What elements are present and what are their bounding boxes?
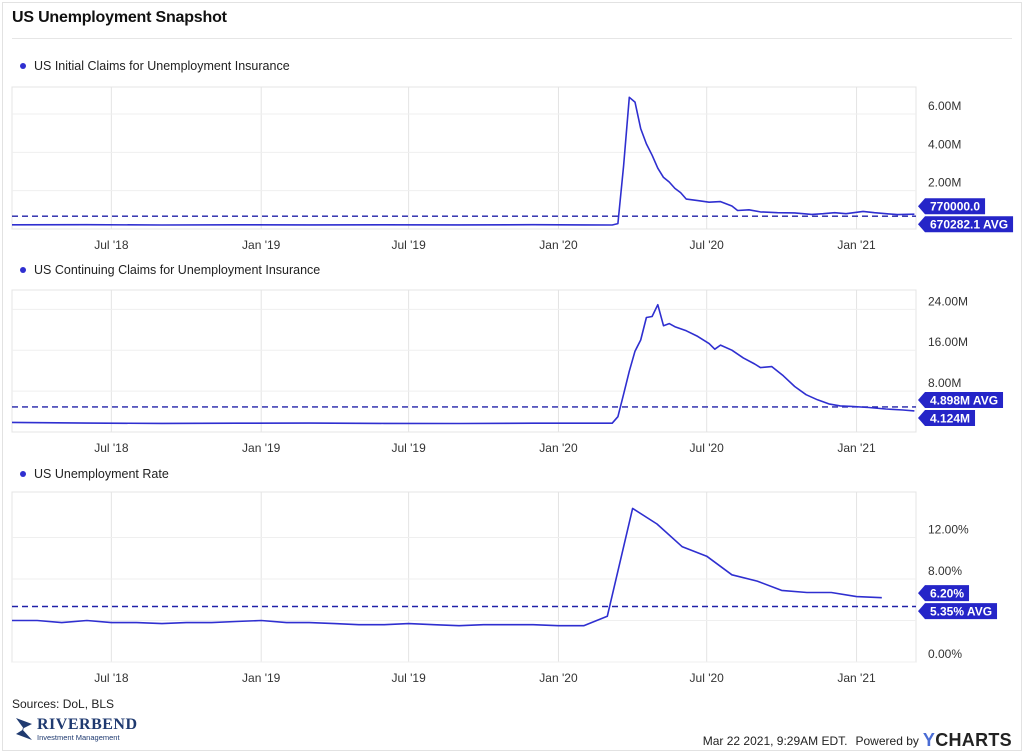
timestamp: Mar 22 2021, 9:29AM EDT. (702, 733, 848, 748)
legend-label: US Unemployment Rate (34, 467, 169, 481)
series-line (11, 96, 915, 226)
x-tick-label: Jan '19 (242, 238, 281, 252)
badge-label: 770000.0 (930, 200, 980, 214)
plot-area (11, 86, 917, 230)
y-tick-label: 6.00M (928, 99, 961, 113)
footer: Mar 22 2021, 9:29AM EDT. Powered by YCHA… (703, 730, 1012, 751)
badge-background (918, 198, 986, 215)
badge-background (918, 216, 1014, 233)
y-tick-label: 16.00M (928, 335, 968, 349)
badge-label: 4.124M (930, 411, 970, 425)
x-tick-label: Jul '19 (391, 671, 426, 685)
powered-by-label: Powered by (855, 733, 919, 748)
x-tick-label: Jul '18 (94, 671, 129, 685)
page-title: US Unemployment Snapshot (12, 9, 227, 26)
y-tick-label: 4.00M (928, 137, 961, 151)
y-tick-label: 8.00% (928, 564, 962, 578)
sources-note: Sources: DoL, BLS (12, 697, 115, 711)
legend-continuing-claims: US Continuing Claims for Unemployment In… (20, 263, 320, 277)
ycharts-logo[interactable]: YCHARTS (922, 730, 1012, 750)
legend-unemployment-rate: US Unemployment Rate (20, 467, 169, 481)
riverbend-mark-icon (16, 718, 32, 740)
series-dot-icon (20, 471, 26, 477)
series-dot-icon (20, 63, 26, 69)
riverbend-logo: RIVERBEND Investment Management (14, 716, 138, 742)
plot-area (11, 289, 917, 433)
unemployment-rate-chart: Jul '18 Jan '19 Jul '19 Jan '20 Jul '20 Jan '… (11, 491, 998, 685)
badge-background (918, 391, 1004, 408)
title-divider (12, 38, 1012, 39)
badge-label: 5.35% AVG (930, 605, 992, 619)
x-tick-label: Jan '19 (242, 441, 281, 455)
average-value-badge: 670282.1 AVG (918, 216, 1014, 233)
legend-initial-claims: US Initial Claims for Unemployment Insur… (20, 59, 290, 73)
initial-claims-chart: Jul '18 Jan '19 Jul '19 Jan '20 Jul '20 Jan '… (11, 86, 1014, 252)
series-line (12, 507, 882, 627)
badge-background (918, 585, 970, 602)
badge-label: 6.20% (930, 587, 964, 601)
x-tick-label: Jul '19 (391, 441, 426, 455)
x-tick-label: Jan '20 (539, 671, 578, 685)
y-tick-label: 12.00% (928, 523, 969, 537)
average-value-badge: 5.35% AVG (918, 603, 998, 620)
badge-background (918, 409, 976, 426)
y-tick-label: 8.00M (928, 376, 961, 390)
average-value-badge: 4.898M AVG (918, 391, 1004, 408)
x-tick-label: Jul '19 (391, 238, 426, 252)
x-tick-label: Jan '19 (242, 671, 281, 685)
logo-subtitle: Investment Management (37, 732, 120, 742)
latest-value-badge: 770000.0 (918, 198, 986, 215)
series-line (11, 303, 915, 425)
x-tick-label: Jul '20 (690, 441, 725, 455)
x-tick-label: Jan '21 (837, 441, 876, 455)
badge-background (918, 603, 998, 620)
logo-name: RIVERBEND (37, 715, 138, 733)
continuing-claims-chart: Jul '18 Jan '19 Jul '19 Jan '20 Jul '20 Jan '… (11, 289, 1004, 455)
y-tick-label: 24.00M (928, 294, 968, 308)
x-tick-label: Jul '18 (94, 441, 129, 455)
series-dot-icon (20, 267, 26, 273)
latest-value-badge: 6.20% (918, 585, 970, 602)
legend-label: US Initial Claims for Unemployment Insur… (34, 59, 290, 73)
x-tick-label: Jan '20 (539, 441, 578, 455)
x-tick-label: Jan '21 (837, 671, 876, 685)
x-tick-label: Jul '20 (690, 671, 725, 685)
y-tick-label: 0.00% (928, 647, 962, 661)
latest-value-badge: 4.124M (918, 409, 976, 426)
x-tick-label: Jul '20 (690, 238, 725, 252)
x-tick-label: Jan '20 (539, 238, 578, 252)
plot-area (11, 491, 917, 663)
badge-label: 4.898M AVG (930, 393, 998, 407)
legend-label: US Continuing Claims for Unemployment In… (34, 263, 321, 277)
x-tick-label: Jul '18 (94, 238, 129, 252)
x-tick-label: Jan '21 (837, 238, 876, 252)
badge-label: 670282.1 AVG (930, 218, 1008, 232)
y-tick-label: 2.00M (928, 176, 961, 190)
